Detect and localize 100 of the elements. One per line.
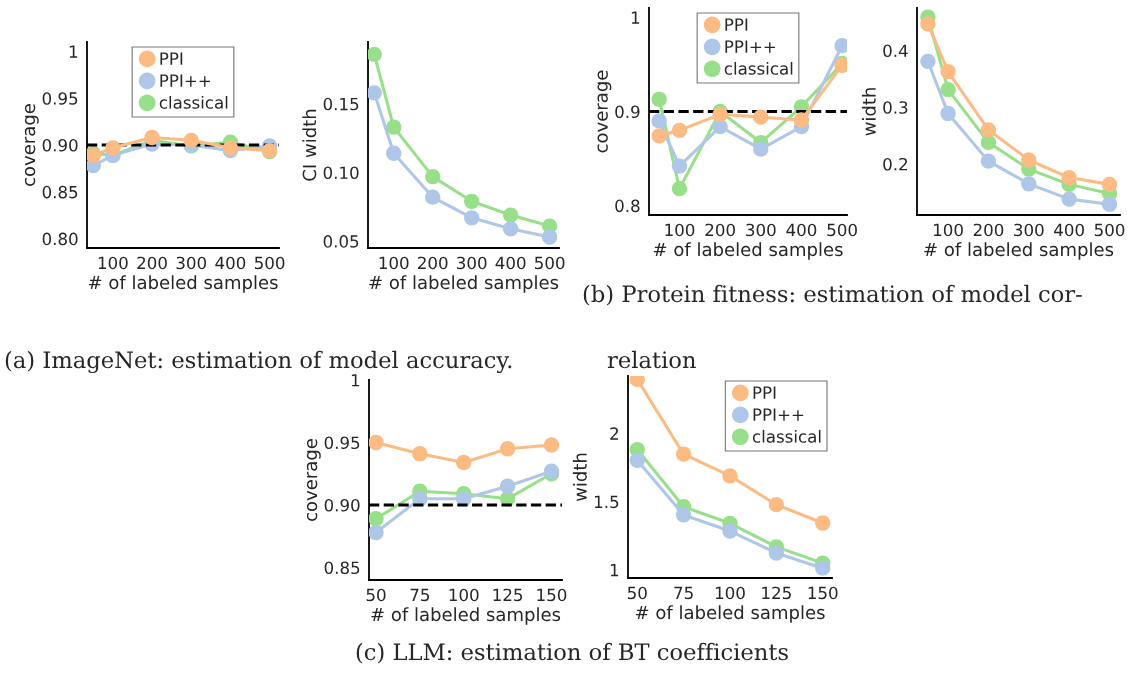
point [499, 441, 516, 457]
y-tick-label: 0.90 [324, 498, 360, 512]
point [940, 82, 956, 98]
y-tick-label: 1 [631, 11, 640, 24]
point [651, 128, 667, 144]
x-tick-label: 125 [762, 586, 791, 600]
x-tick-label: 500 [1094, 223, 1125, 237]
point [499, 478, 516, 494]
point [722, 523, 738, 539]
point [456, 454, 472, 471]
x-tick-label: 500 [827, 223, 857, 237]
y-tick-label: 0.85 [42, 185, 78, 199]
point [425, 168, 441, 185]
x-axis-title: # of labeled samples [653, 242, 843, 260]
y-tick-label: 0.3 [883, 101, 908, 114]
x-tick-label: 400 [215, 256, 246, 270]
point [369, 511, 384, 527]
x-tick-label: 50 [627, 586, 647, 600]
point [412, 446, 428, 462]
point [815, 515, 831, 531]
point [1101, 196, 1118, 212]
legend-label: PPI [160, 52, 183, 65]
y-tick-label: 0.85 [324, 561, 360, 575]
x-tick-label: 200 [418, 256, 448, 270]
point [368, 85, 382, 101]
point [369, 434, 384, 451]
legend-label: PPI [753, 386, 776, 399]
legend-label: PPI++ [753, 408, 804, 421]
point [464, 210, 480, 226]
point [671, 158, 688, 174]
x-tick-label: 400 [495, 256, 526, 270]
point [671, 122, 688, 138]
point [815, 560, 831, 576]
x-tick-label: 500 [254, 256, 285, 270]
y-axis-title: coverage [306, 439, 321, 521]
x-axis-title: # of labeled samples [88, 275, 278, 293]
point [920, 16, 936, 32]
x-tick-label: 150 [537, 588, 567, 602]
point [651, 113, 667, 129]
x-tick-label: 400 [1054, 223, 1084, 237]
point [793, 112, 810, 128]
y-tick-label: 0.05 [323, 235, 359, 248]
y-tick-label: 1.5 [594, 495, 619, 509]
point [105, 140, 121, 156]
point [920, 53, 936, 69]
point [386, 119, 402, 135]
point [1061, 169, 1077, 186]
y-tick-label: 0.15 [323, 97, 359, 111]
x-tick-label: 300 [746, 223, 776, 237]
point [464, 193, 480, 209]
x-axis-title: # of labeled samples [371, 607, 561, 625]
point [940, 105, 956, 122]
x-tick-label: 100 [449, 588, 479, 602]
y-tick-label: 1 [610, 563, 619, 577]
legend-label: PPI++ [160, 74, 211, 87]
y-axis-title: width [861, 88, 876, 136]
y-tick-label: 0.8 [615, 199, 640, 213]
y-tick-label: 0.80 [42, 232, 78, 246]
x-tick-label: 75 [674, 586, 693, 600]
x-tick-label: 50 [366, 588, 386, 602]
point [722, 468, 738, 484]
y-axis-title: coverage [24, 104, 39, 186]
point [503, 207, 519, 223]
point [753, 141, 769, 157]
text: (a) ImageNet: estimation of model accuracy. [5, 350, 512, 374]
point [671, 181, 688, 197]
x-tick-label: 300 [176, 256, 207, 270]
y-tick-label: 1 [69, 45, 78, 58]
legend-label: PPI++ [725, 40, 776, 53]
point [980, 153, 997, 169]
legend-label: PPI [725, 18, 748, 31]
x-axis-title: # of labeled samples [369, 275, 559, 293]
point [1021, 176, 1037, 192]
legend-label: classical [724, 61, 793, 75]
y-axis-title: CI width [302, 109, 317, 181]
point [503, 221, 519, 237]
point [543, 437, 560, 453]
point [1021, 152, 1037, 168]
x-tick-label: 75 [410, 588, 430, 602]
text: (b) Protein fitness: estimation of model cor- [583, 284, 1082, 306]
y-tick-label: 2 [610, 427, 618, 440]
x-tick-label: 200 [973, 223, 1004, 237]
point [368, 46, 382, 62]
text: relation [607, 350, 696, 369]
y-axis-title: width [572, 453, 587, 502]
x-tick-label: 100 [934, 223, 963, 237]
point [386, 145, 402, 161]
y-tick-label: 0.90 [42, 138, 78, 152]
point [768, 545, 784, 561]
legend-label: classical [159, 95, 228, 109]
y-tick-label: 0.9 [615, 105, 640, 119]
x-tick-label: 150 [808, 586, 838, 600]
y-tick-label: 0.95 [324, 436, 360, 450]
y-tick-label: 0.4 [883, 44, 908, 58]
x-tick-label: 400 [786, 223, 817, 237]
x-tick-label: 300 [1014, 223, 1044, 237]
x-tick-label: 100 [98, 256, 128, 270]
point [676, 507, 692, 523]
x-tick-label: 100 [379, 256, 409, 270]
x-tick-label: 200 [705, 223, 735, 237]
